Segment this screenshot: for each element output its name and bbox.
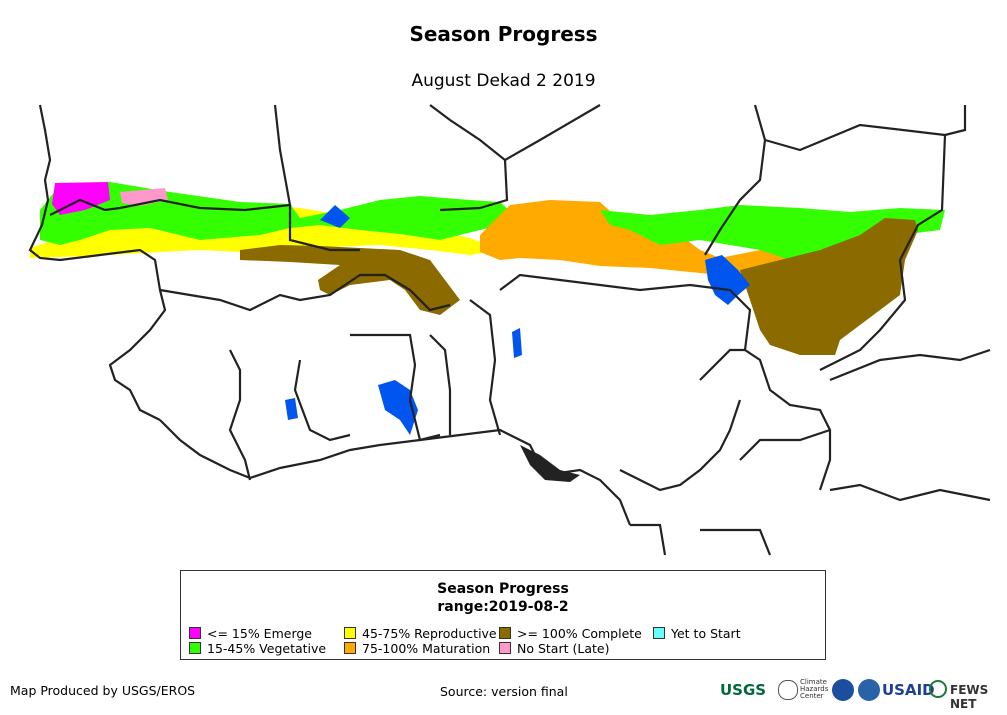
noaa-logo <box>832 679 854 701</box>
season-progress-map <box>28 104 991 556</box>
fews-net-logo: FEWS NET <box>950 683 989 711</box>
legend: Season Progress range:2019-08-2 <= 15% E… <box>180 570 826 660</box>
legend-title-text: Season Progress <box>437 581 569 597</box>
producer-credit: Map Produced by USGS/EROS <box>10 683 196 698</box>
legend-item-maturation: 75-100% Maturation <box>344 641 490 656</box>
water-volta <box>378 380 418 435</box>
climate-hazards-logo-icon <box>778 680 798 700</box>
water-niger <box>320 205 350 228</box>
zone-maturation <box>480 200 800 275</box>
climate-hazards-logo-text: Climate Hazards Center <box>800 678 829 700</box>
water-kainji <box>512 328 522 358</box>
lake-chad <box>705 255 750 305</box>
vegetative-swatch <box>189 642 201 654</box>
cameroon-coast <box>520 445 580 482</box>
zone-vegetative-east <box>600 205 945 260</box>
legend-item-yet-to-start: Yet to Start <box>653 626 741 641</box>
legend-range: range:2019-08-2 <box>437 599 569 615</box>
legend-item-vegetative: 15-45% Vegetative <box>189 641 326 656</box>
complete-swatch <box>499 627 511 639</box>
legend-item-complete: >= 100% Complete <box>499 626 642 641</box>
legend-title: Season Progress range:2019-08-2 <box>181 580 825 616</box>
water-kossou <box>285 398 298 420</box>
no-start-swatch <box>499 642 511 654</box>
legend-item-emerge: <= 15% Emerge <box>189 626 312 641</box>
reproductive-swatch <box>344 627 356 639</box>
usaid-logo: USAID <box>882 681 935 699</box>
usaid-seal-icon <box>858 679 880 701</box>
legend-item-no-start: No Start (Late) <box>499 641 609 656</box>
country-borders <box>28 104 991 556</box>
map-title: Season Progress <box>409 22 598 46</box>
source-credit: Source: version final <box>440 684 568 699</box>
fews-net-globe-icon <box>929 680 947 698</box>
emerge-swatch <box>189 627 201 639</box>
legend-item-reproductive: 45-75% Reproductive <box>344 626 497 641</box>
usgs-logo: USGS <box>720 681 767 699</box>
yet-to-start-swatch <box>653 627 665 639</box>
zone-complete-east <box>740 218 918 355</box>
maturation-swatch <box>344 642 356 654</box>
map-subtitle: August Dekad 2 2019 <box>411 71 596 91</box>
zone-complete-west <box>240 245 460 315</box>
